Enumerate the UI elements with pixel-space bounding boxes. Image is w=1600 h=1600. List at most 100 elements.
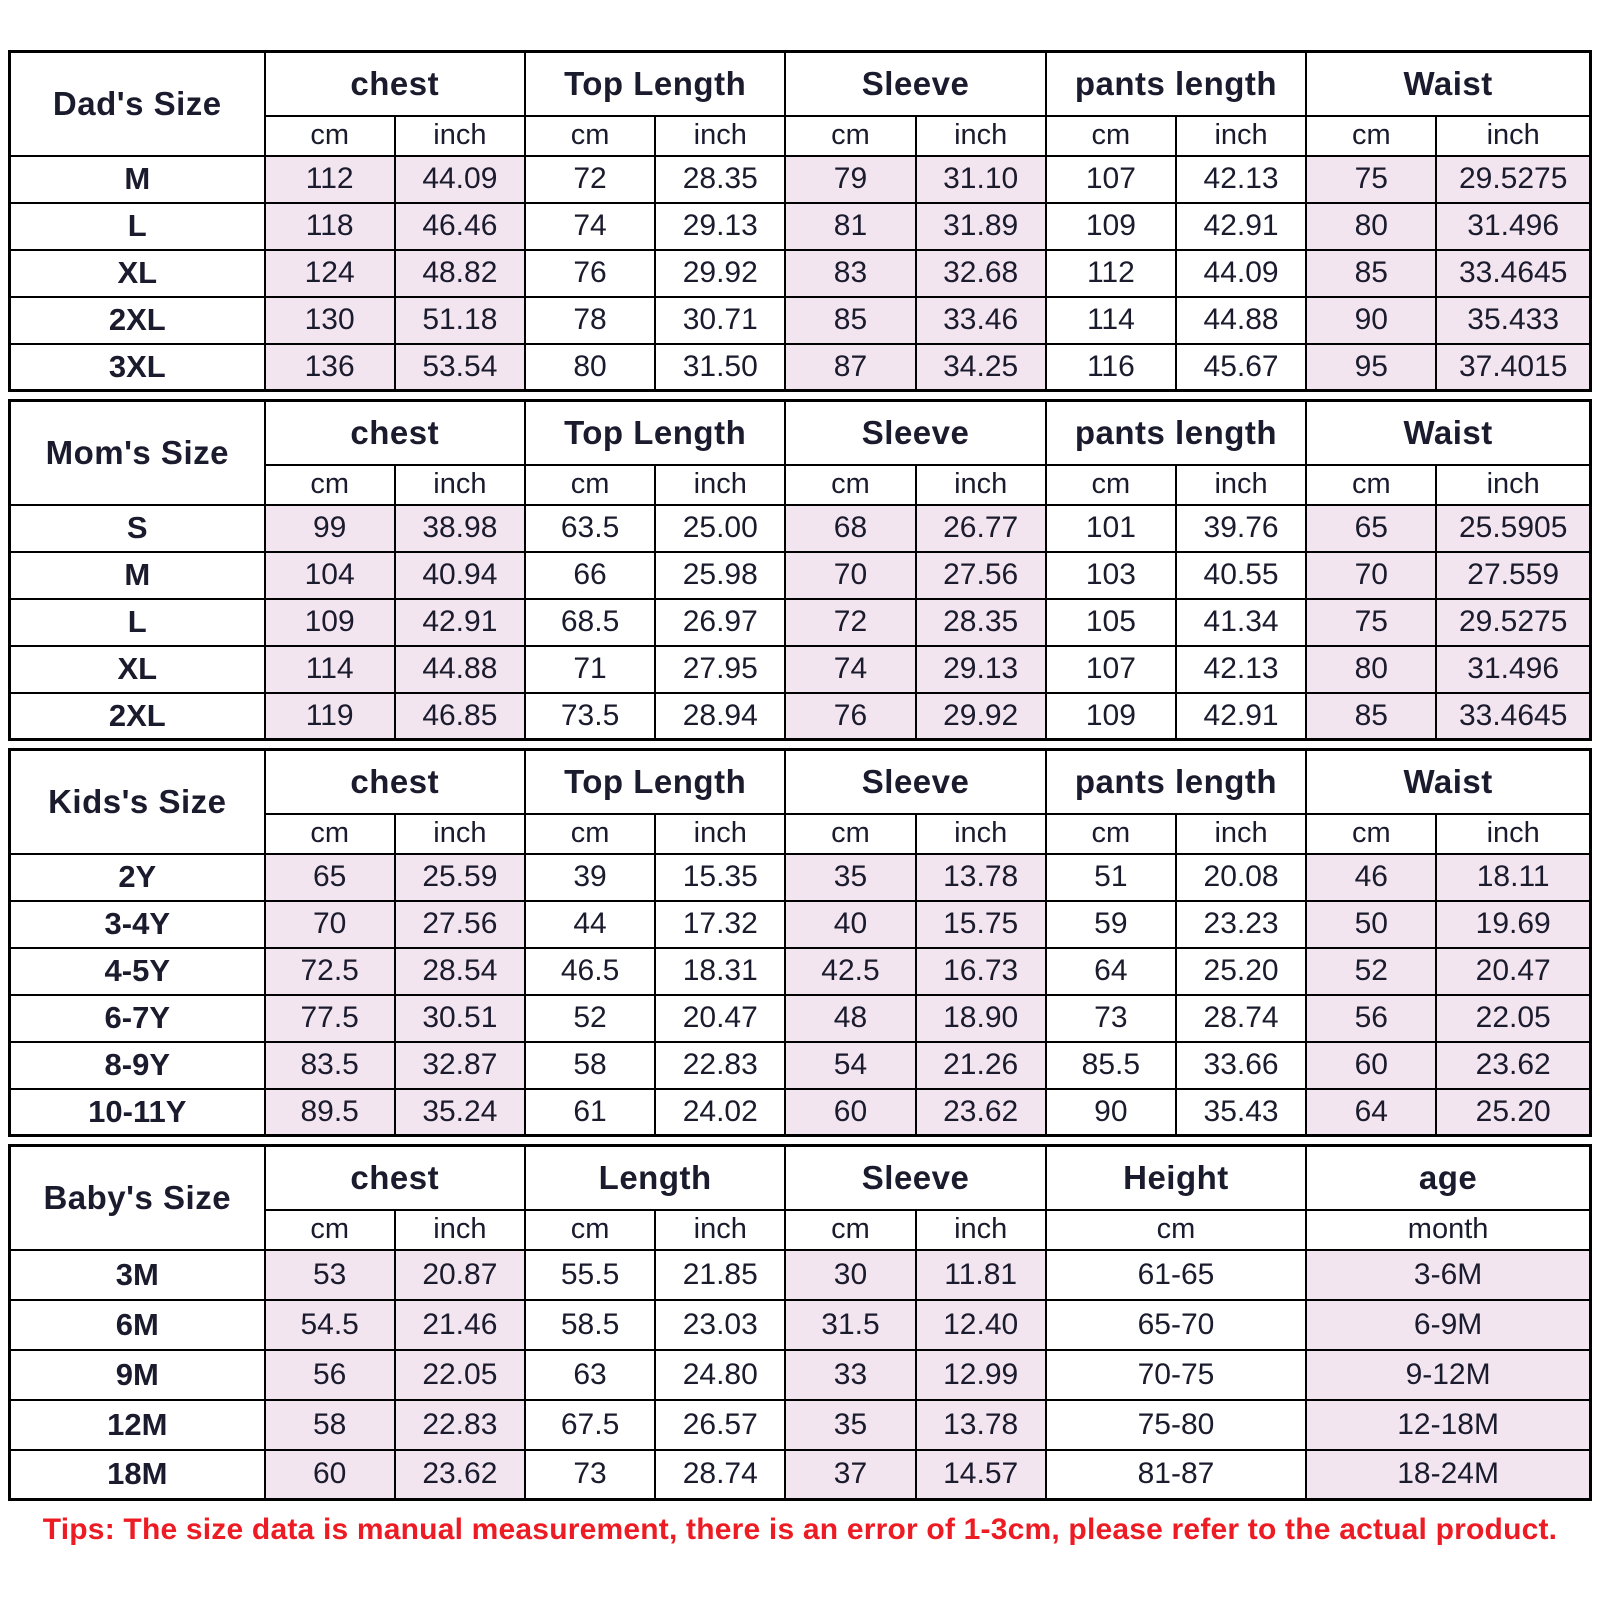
header-row-groups: Baby's Size chest Length Sleeve Height age [8,1144,1592,1251]
cell-sleeve: 83 [784,248,917,298]
cell-waist: 29.5275 [1435,597,1592,647]
cell-chest: 54.5 [263,1298,396,1351]
table-row-l: L 109 42.91 68.5 26.97 72 28.35 105 41.34 75 29.52… [8,597,1592,647]
cell-waist: 23.62 [1435,1040,1592,1090]
cell-top-length: 66 [523,550,657,600]
cell-sleeve: 48 [784,993,917,1043]
cell-waist: 22.05 [1435,993,1592,1043]
unit-header-waist-cm: cm [1305,114,1438,157]
cell-chest: 53.54 [393,342,526,392]
unit-header-waist-cm: cm [1305,812,1438,855]
cell-chest: 65 [263,852,396,902]
cell-sleeve: 79 [784,154,917,204]
cell-sleeve: 40 [784,899,917,949]
cell-top-length: 28.35 [654,154,787,204]
unit-header-chest-inch: inch [393,1208,526,1251]
cell-chest: 35.24 [393,1087,526,1137]
cell-top-length: 31.50 [654,342,787,392]
cell-waist: 33.4645 [1435,691,1592,741]
size-table-dad: Dad's Size chest Top Length Sleeve pants len… [8,50,1592,392]
cell-chest: 58 [263,1398,396,1451]
cell-sleeve: 35 [784,852,917,902]
table-row-8-9y: 8-9Y 83.5 32.87 58 22.83 54 21.26 85.5 33.66 60 23… [8,1040,1592,1090]
cell-height: 81-87 [1044,1448,1308,1501]
cell-top-length: 46.5 [523,946,657,996]
section-title-baby: Baby's Size [8,1144,266,1251]
cell-sleeve: 60 [784,1087,917,1137]
cell-waist: 29.5275 [1435,154,1592,204]
table-row-xl: XL 114 44.88 71 27.95 74 29.13 107 42.13 80 31.496 [8,644,1592,694]
cell-chest: 56 [263,1348,396,1401]
row-size-label: 3M [8,1248,266,1301]
unit-header-waist-inch: inch [1435,463,1592,506]
cell-sleeve: 70 [784,550,917,600]
cell-top-length: 20.47 [654,993,787,1043]
column-group-chest: chest [263,399,526,466]
cell-waist: 65 [1305,503,1438,553]
cell-chest: 109 [263,597,396,647]
row-size-label: 2XL [8,691,266,741]
table-row-3m: 3M 53 20.87 55.5 21.85 30 11.81 61-65 3-6M [8,1248,1592,1301]
cell-top-length: 68.5 [523,597,657,647]
cell-top-length: 25.98 [654,550,787,600]
column-group-sleeve: Sleeve [784,399,1047,466]
cell-waist: 19.69 [1435,899,1592,949]
cell-waist: 31.496 [1435,201,1592,251]
unit-header-sleeve-cm: cm [784,463,917,506]
cell-waist: 50 [1305,899,1438,949]
cell-chest: 118 [263,201,396,251]
cell-pants-length: 20.08 [1174,852,1308,902]
column-group-length: Length [523,1144,787,1211]
cell-waist: 95 [1305,342,1438,392]
cell-waist: 46 [1305,852,1438,902]
cell-length: 73 [523,1448,657,1501]
cell-top-length: 44 [523,899,657,949]
table-row-l: L 118 46.46 74 29.13 81 31.89 109 42.91 80 31.496 [8,201,1592,251]
cell-sleeve: 31.89 [914,201,1047,251]
cell-chest: 77.5 [263,993,396,1043]
cell-chest: 42.91 [393,597,526,647]
unit-header-waist-inch: inch [1435,812,1592,855]
cell-chest: 32.87 [393,1040,526,1090]
column-group-waist: Waist [1305,399,1592,466]
cell-chest: 44.09 [393,154,526,204]
cell-sleeve: 28.35 [914,597,1047,647]
cell-waist: 27.559 [1435,550,1592,600]
cell-pants-length: 44.09 [1174,248,1308,298]
column-group-chest: chest [263,50,526,117]
unit-header-pants-length-cm: cm [1044,463,1177,506]
cell-pants-length: 112 [1044,248,1177,298]
column-group-waist: Waist [1305,50,1592,117]
row-size-label: 3-4Y [8,899,266,949]
cell-sleeve: 16.73 [914,946,1047,996]
cell-sleeve: 68 [784,503,917,553]
cell-top-length: 29.92 [654,248,787,298]
unit-header-sleeve-inch: inch [914,812,1047,855]
unit-header-pants-length-cm: cm [1044,812,1177,855]
cell-waist: 25.5905 [1435,503,1592,553]
cell-height: 65-70 [1044,1298,1308,1351]
cell-sleeve: 42.5 [784,946,917,996]
row-size-label: 2XL [8,295,266,345]
cell-pants-length: 51 [1044,852,1177,902]
column-group-age: age [1305,1144,1592,1211]
cell-length: 63 [523,1348,657,1401]
unit-header-top-length-inch: inch [654,463,787,506]
row-size-label: 9M [8,1348,266,1401]
size-table-baby: Baby's Size chest Length Sleeve Height age cm i… [8,1144,1592,1501]
table-row-3xl: 3XL 136 53.54 80 31.50 87 34.25 116 45.67 95 37.40… [8,342,1592,392]
cell-height: 75-80 [1044,1398,1308,1451]
cell-chest: 60 [263,1448,396,1501]
cell-sleeve: 29.13 [914,644,1047,694]
cell-waist: 52 [1305,946,1438,996]
unit-header-age-month: month [1305,1208,1592,1251]
cell-chest: 104 [263,550,396,600]
cell-height: 61-65 [1044,1248,1308,1301]
cell-top-length: 76 [523,248,657,298]
row-size-label: 10-11Y [8,1087,266,1137]
row-size-label: XL [8,248,266,298]
cell-chest: 72.5 [263,946,396,996]
cell-pants-length: 40.55 [1174,550,1308,600]
cell-chest: 25.59 [393,852,526,902]
